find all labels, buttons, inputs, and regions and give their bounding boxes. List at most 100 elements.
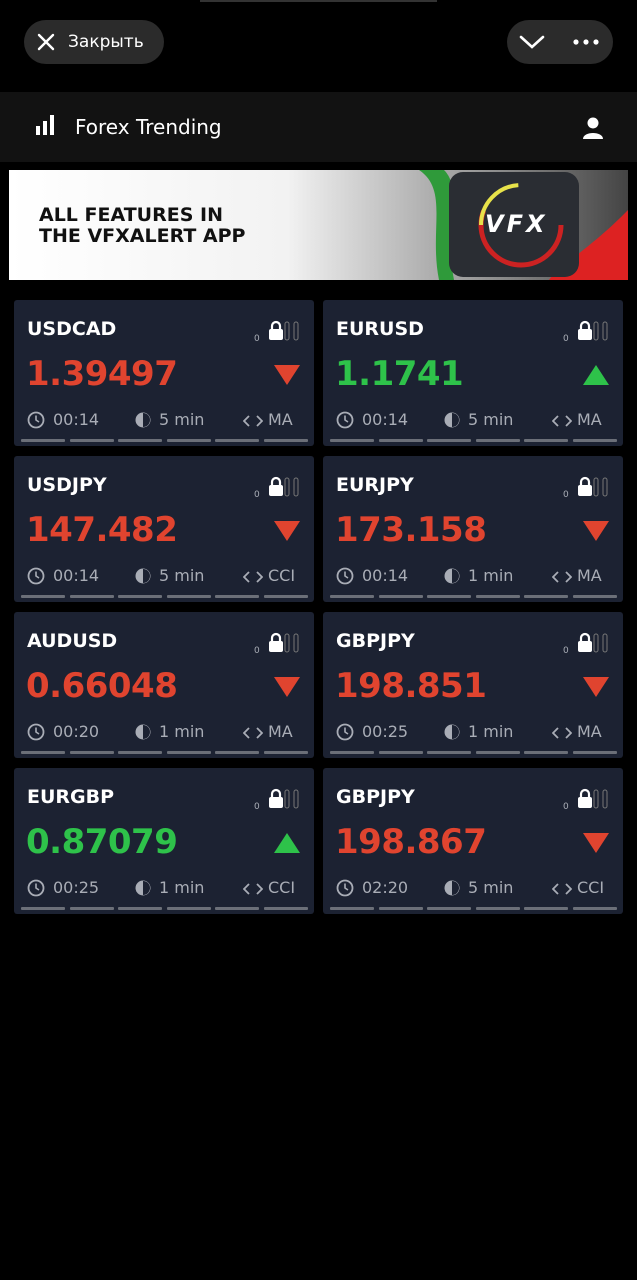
progress-segment bbox=[330, 595, 374, 598]
close-icon bbox=[37, 33, 55, 51]
trend-arrow-shape bbox=[583, 833, 609, 853]
close-label: Закрыть bbox=[68, 32, 144, 52]
clock-icon bbox=[27, 567, 45, 585]
price: 0.87079 bbox=[26, 822, 178, 862]
time: 00:20 bbox=[53, 722, 100, 741]
pair-card[interactable]: USDCAD 0 1.39497 00:14 5 min MA bbox=[14, 300, 314, 446]
period: 5 min bbox=[159, 566, 205, 585]
price: 198.851 bbox=[335, 666, 487, 706]
indicator: MA bbox=[268, 410, 293, 429]
pair-card[interactable]: GBPJPY 0 198.867 02:20 5 min CCI bbox=[323, 768, 623, 914]
indicator-icon bbox=[551, 725, 573, 739]
indicator-icon-shape bbox=[551, 571, 573, 583]
trend-arrow bbox=[582, 363, 610, 387]
lock-icon bbox=[577, 632, 611, 654]
profile-icon[interactable] bbox=[582, 116, 604, 140]
progress-segment bbox=[118, 751, 162, 754]
period: 5 min bbox=[468, 410, 514, 429]
promo-banner[interactable]: ALL FEATURES IN THE VFXALERT APP VFX bbox=[9, 170, 628, 280]
time: 00:14 bbox=[362, 410, 409, 429]
lock-icon bbox=[577, 788, 611, 810]
clock-icon bbox=[336, 723, 354, 741]
progress-segment bbox=[263, 751, 308, 754]
pair-card[interactable]: USDJPY 0 147.482 00:14 5 min CCI bbox=[14, 456, 314, 602]
progress-segment bbox=[572, 907, 617, 910]
price: 1.1741 bbox=[335, 354, 464, 394]
price: 173.158 bbox=[335, 510, 487, 550]
pair-card[interactable]: EURJPY 0 173.158 00:14 1 min MA bbox=[323, 456, 623, 602]
more-icon[interactable] bbox=[573, 38, 599, 46]
indicator: CCI bbox=[577, 878, 605, 897]
progress-segment bbox=[166, 907, 211, 910]
lock-count: 0 bbox=[563, 334, 569, 344]
trend-arrow bbox=[582, 831, 610, 855]
indicator-icon bbox=[551, 881, 573, 895]
clock-icon-shape bbox=[27, 879, 45, 897]
pair-name: GBPJPY bbox=[336, 630, 415, 652]
period-icon-shape bbox=[135, 412, 151, 428]
progress-segment bbox=[215, 907, 259, 910]
trend-arrow-shape bbox=[583, 365, 609, 385]
pair-name: USDCAD bbox=[27, 318, 117, 340]
period-icon bbox=[134, 723, 152, 741]
progress-segment bbox=[215, 439, 259, 442]
progress-segment bbox=[378, 439, 423, 442]
banner-logo-art bbox=[419, 170, 628, 280]
indicator-icon bbox=[242, 569, 264, 583]
period: 5 min bbox=[159, 410, 205, 429]
lock-count: 0 bbox=[563, 802, 569, 812]
period-icon bbox=[443, 879, 461, 897]
pair-card[interactable]: EURGBP 0 0.87079 00:25 1 min CCI bbox=[14, 768, 314, 914]
indicator: MA bbox=[577, 410, 602, 429]
trend-arrow-shape bbox=[274, 521, 300, 541]
clock-icon-shape bbox=[336, 567, 354, 585]
period-icon-shape bbox=[444, 880, 460, 896]
banner-logo: VFX bbox=[485, 210, 548, 238]
lock-count: 0 bbox=[563, 490, 569, 500]
lock-icon bbox=[268, 476, 302, 498]
price: 147.482 bbox=[26, 510, 178, 550]
pair-card[interactable]: GBPJPY 0 198.851 00:25 1 min MA bbox=[323, 612, 623, 758]
lock-icon-shape bbox=[269, 320, 299, 341]
page-title: Forex Trending bbox=[75, 115, 222, 139]
trend-arrow bbox=[582, 519, 610, 543]
progress-segment bbox=[378, 907, 423, 910]
lock-icon-shape bbox=[578, 632, 608, 653]
progress-segment bbox=[572, 595, 617, 598]
trend-arrow-shape bbox=[274, 677, 300, 697]
clock-icon-shape bbox=[27, 411, 45, 429]
progress-segment bbox=[378, 595, 423, 598]
progress-segment bbox=[215, 751, 259, 754]
indicator: MA bbox=[268, 722, 293, 741]
collapse-icon[interactable] bbox=[519, 34, 545, 50]
lock-icon bbox=[577, 320, 611, 342]
period-icon bbox=[443, 411, 461, 429]
progress-segment bbox=[572, 751, 617, 754]
progress-segment bbox=[475, 595, 520, 598]
period: 1 min bbox=[468, 566, 514, 585]
clock-icon bbox=[336, 567, 354, 585]
banner-text: ALL FEATURES IN THE VFXALERT APP bbox=[39, 205, 246, 247]
lock-count: 0 bbox=[254, 802, 260, 812]
pair-card[interactable]: AUDUSD 0 0.66048 00:20 1 min MA bbox=[14, 612, 314, 758]
progress-segment bbox=[263, 595, 308, 598]
trend-arrow-shape bbox=[583, 677, 609, 697]
progress-segment bbox=[263, 907, 308, 910]
progress-segment bbox=[572, 439, 617, 442]
close-button[interactable]: Закрыть bbox=[24, 20, 164, 64]
time: 00:25 bbox=[53, 878, 100, 897]
trend-arrow-shape bbox=[274, 365, 300, 385]
time: 00:25 bbox=[362, 722, 409, 741]
menu-pill[interactable] bbox=[507, 20, 613, 64]
progress-segment bbox=[475, 907, 520, 910]
indicator: CCI bbox=[268, 878, 296, 897]
clock-icon-shape bbox=[336, 879, 354, 897]
pair-card[interactable]: EURUSD 0 1.1741 00:14 5 min MA bbox=[323, 300, 623, 446]
progress-segment bbox=[427, 439, 471, 442]
period: 5 min bbox=[468, 878, 514, 897]
progress-segment bbox=[427, 751, 471, 754]
price: 198.867 bbox=[335, 822, 487, 862]
indicator-icon-shape bbox=[242, 727, 264, 739]
indicator-icon-shape bbox=[242, 415, 264, 427]
